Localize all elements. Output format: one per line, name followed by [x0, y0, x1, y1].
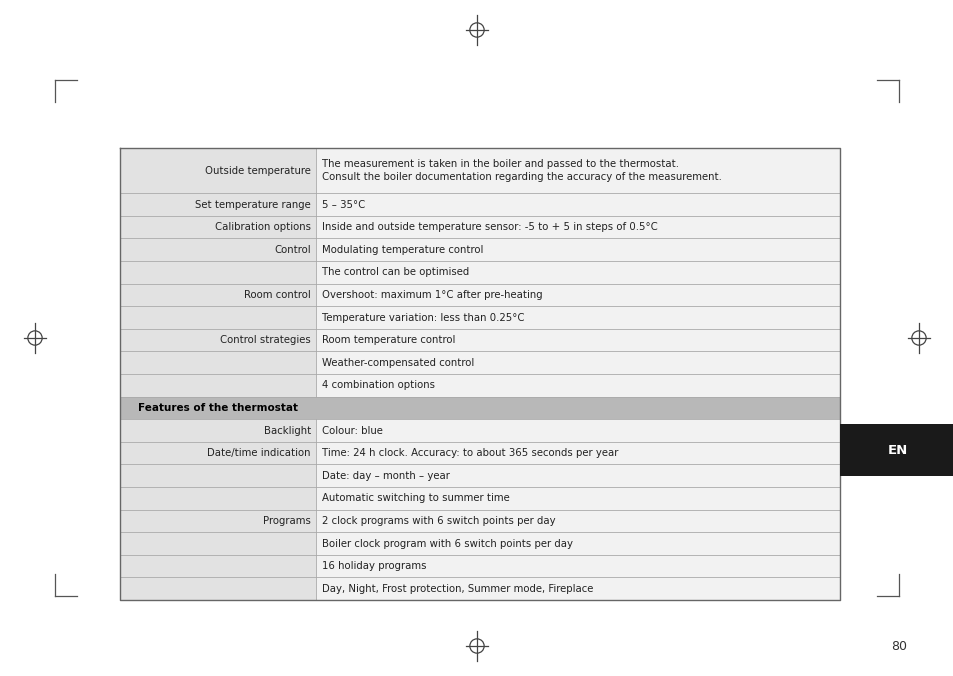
Bar	[120, 397, 840, 419]
Bar	[315, 374, 840, 397]
Bar	[315, 306, 840, 329]
Bar	[120, 216, 315, 239]
Text: Day, Night, Frost protection, Summer mode, Fireplace: Day, Night, Frost protection, Summer mod…	[321, 583, 593, 594]
Bar	[120, 148, 315, 193]
Bar	[120, 352, 315, 374]
Bar	[315, 487, 840, 510]
Bar	[120, 306, 315, 329]
Text: Backlight: Backlight	[263, 425, 311, 435]
Bar	[315, 216, 840, 239]
Bar	[315, 464, 840, 487]
Bar	[840, 424, 953, 476]
Bar	[120, 261, 315, 284]
Text: Inside and outside temperature sensor: -5 to + 5 in steps of 0.5°C: Inside and outside temperature sensor: -…	[321, 222, 657, 232]
Bar	[315, 352, 840, 374]
Text: 4 combination options: 4 combination options	[321, 381, 435, 390]
Text: Room control: Room control	[244, 290, 311, 300]
Bar	[120, 442, 315, 464]
Text: Features of the thermostat: Features of the thermostat	[138, 403, 297, 413]
Bar	[120, 239, 315, 261]
Text: Modulating temperature control: Modulating temperature control	[321, 245, 483, 255]
Text: Boiler clock program with 6 switch points per day: Boiler clock program with 6 switch point…	[321, 539, 572, 548]
Text: Automatic switching to summer time: Automatic switching to summer time	[321, 493, 509, 504]
Bar	[315, 555, 840, 577]
Bar	[315, 510, 840, 532]
Bar	[315, 284, 840, 306]
Bar	[120, 487, 315, 510]
Bar	[120, 329, 315, 352]
Text: 2 clock programs with 6 switch points per day: 2 clock programs with 6 switch points pe…	[321, 516, 555, 526]
Bar	[120, 419, 315, 442]
Text: Date: day – month – year: Date: day – month – year	[321, 470, 449, 481]
Text: Control: Control	[274, 245, 311, 255]
Bar	[315, 419, 840, 442]
Text: Colour: blue: Colour: blue	[321, 425, 382, 435]
Bar	[315, 532, 840, 555]
Bar	[120, 464, 315, 487]
Bar	[315, 261, 840, 284]
Bar	[120, 555, 315, 577]
Text: The measurement is taken in the boiler and passed to the thermostat.
Consult the: The measurement is taken in the boiler a…	[321, 159, 721, 183]
Bar	[315, 329, 840, 352]
Bar	[120, 532, 315, 555]
Bar	[315, 193, 840, 216]
Bar	[315, 148, 840, 193]
Bar	[315, 239, 840, 261]
Bar	[315, 442, 840, 464]
Bar	[120, 284, 315, 306]
Text: Set temperature range: Set temperature range	[194, 199, 311, 210]
Text: Room temperature control: Room temperature control	[321, 335, 455, 345]
Text: The control can be optimised: The control can be optimised	[321, 267, 469, 277]
Text: EN: EN	[887, 443, 907, 456]
Text: Control strategies: Control strategies	[220, 335, 311, 345]
Bar	[120, 510, 315, 532]
Bar	[120, 193, 315, 216]
Text: Time: 24 h clock. Accuracy: to about 365 seconds per year: Time: 24 h clock. Accuracy: to about 365…	[321, 448, 618, 458]
Bar	[120, 374, 315, 397]
Text: 80: 80	[890, 639, 906, 652]
Text: 5 – 35°C: 5 – 35°C	[321, 199, 365, 210]
Bar	[315, 577, 840, 600]
Text: Date/time indication: Date/time indication	[207, 448, 311, 458]
Text: Programs: Programs	[263, 516, 311, 526]
Bar	[120, 577, 315, 600]
Text: Temperature variation: less than 0.25°C: Temperature variation: less than 0.25°C	[321, 312, 524, 322]
Text: Overshoot: maximum 1°C after pre-heating: Overshoot: maximum 1°C after pre-heating	[321, 290, 542, 300]
Text: Weather-compensated control: Weather-compensated control	[321, 358, 474, 368]
Text: Outside temperature: Outside temperature	[205, 166, 311, 176]
Text: 16 holiday programs: 16 holiday programs	[321, 561, 426, 571]
Text: Calibration options: Calibration options	[214, 222, 311, 232]
